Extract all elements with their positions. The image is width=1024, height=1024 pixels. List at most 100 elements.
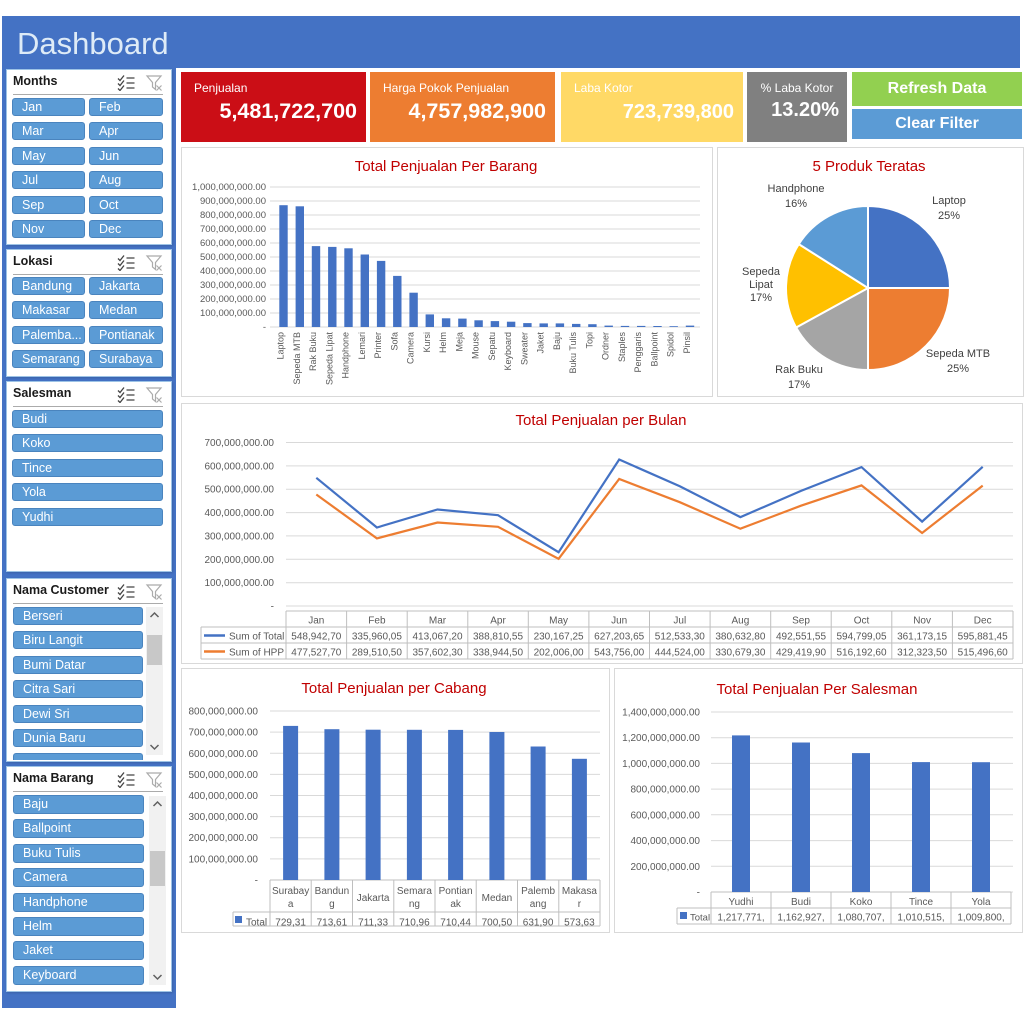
svg-text:Feb: Feb: [368, 616, 386, 627]
svg-text:1,200,000,000.00: 1,200,000,000.00: [622, 733, 700, 744]
svg-text:Sweater: Sweater: [519, 332, 529, 365]
svg-text:1,400,000,000.00: 1,400,000,000.00: [622, 708, 700, 719]
svg-text:17%: 17%: [750, 292, 772, 304]
svg-text:573,63: 573,63: [564, 918, 595, 929]
svg-text:Sepeda Lipat: Sepeda Lipat: [324, 332, 334, 386]
svg-text:Handphone: Handphone: [768, 183, 825, 195]
svg-text:1,162,927,: 1,162,927,: [777, 913, 824, 924]
svg-text:Pinsil: Pinsil: [682, 332, 692, 354]
svg-text:Medan: Medan: [482, 893, 513, 904]
svg-text:300,000,000.00: 300,000,000.00: [200, 280, 266, 291]
svg-text:Laptop: Laptop: [276, 332, 286, 360]
svg-text:Sofa: Sofa: [389, 332, 399, 351]
svg-text:300,000,000.00: 300,000,000.00: [188, 812, 258, 823]
svg-text:Total Penjualan Per Salesman: Total Penjualan Per Salesman: [717, 681, 918, 698]
svg-text:Sepatu: Sepatu: [487, 332, 497, 361]
svg-text:r: r: [578, 899, 582, 910]
svg-text:Tince: Tince: [909, 897, 934, 908]
svg-text:516,192,60: 516,192,60: [836, 648, 886, 659]
svg-text:17%: 17%: [788, 379, 810, 391]
svg-text:200,000,000.00: 200,000,000.00: [188, 833, 258, 844]
svg-text:289,510,50: 289,510,50: [352, 648, 402, 659]
svg-text:594,799,05: 594,799,05: [836, 632, 886, 643]
svg-text:g: g: [329, 899, 335, 910]
svg-text:900,000,000.00: 900,000,000.00: [200, 196, 266, 207]
svg-text:Topi: Topi: [584, 332, 594, 349]
svg-text:Spidol: Spidol: [666, 332, 676, 357]
svg-text:710,44: 710,44: [440, 918, 471, 929]
svg-text:312,323,50: 312,323,50: [897, 648, 947, 659]
svg-text:100,000,000.00: 100,000,000.00: [204, 578, 274, 589]
svg-text:Dec: Dec: [974, 616, 992, 627]
svg-text:200,000,000.00: 200,000,000.00: [204, 555, 274, 566]
svg-text:100,000,000.00: 100,000,000.00: [200, 308, 266, 319]
svg-text:357,602,30: 357,602,30: [412, 648, 462, 659]
svg-text:Jan: Jan: [308, 616, 324, 627]
svg-text:ng: ng: [409, 899, 420, 910]
svg-text:May: May: [549, 616, 568, 627]
svg-text:631,90: 631,90: [523, 918, 554, 929]
svg-text:-: -: [255, 876, 258, 887]
svg-text:Surabay: Surabay: [272, 886, 309, 897]
svg-text:595,881,45: 595,881,45: [958, 632, 1008, 643]
svg-text:Sepeda MTB: Sepeda MTB: [926, 348, 990, 360]
svg-text:Mar: Mar: [429, 616, 447, 627]
svg-text:700,000,000.00: 700,000,000.00: [188, 728, 258, 739]
svg-text:-: -: [263, 322, 266, 333]
svg-text:Makasa: Makasa: [562, 886, 597, 897]
svg-text:Oct: Oct: [854, 616, 870, 627]
svg-text:25%: 25%: [938, 210, 960, 222]
svg-text:400,000,000.00: 400,000,000.00: [204, 508, 274, 519]
svg-text:512,533,30: 512,533,30: [655, 632, 705, 643]
svg-text:Rak Buku: Rak Buku: [775, 364, 823, 376]
svg-text:5 Produk Teratas: 5 Produk Teratas: [812, 158, 925, 175]
svg-text:Ballpoint: Ballpoint: [650, 332, 660, 367]
svg-text:600,000,000.00: 600,000,000.00: [630, 810, 700, 821]
svg-text:Total: Total: [246, 918, 267, 929]
svg-text:Laptop: Laptop: [932, 195, 966, 207]
svg-text:338,944,50: 338,944,50: [473, 648, 523, 659]
svg-text:200,000,000.00: 200,000,000.00: [200, 294, 266, 305]
svg-text:Helm: Helm: [438, 332, 448, 353]
svg-text:Semara: Semara: [397, 886, 432, 897]
svg-text:Printer: Printer: [373, 332, 383, 359]
svg-text:Sep: Sep: [792, 616, 810, 627]
svg-text:230,167,25: 230,167,25: [534, 632, 584, 643]
svg-text:710,96: 710,96: [399, 918, 430, 929]
svg-text:477,527,70: 477,527,70: [291, 648, 341, 659]
svg-text:800,000,000.00: 800,000,000.00: [200, 210, 266, 221]
svg-text:Koko: Koko: [850, 897, 873, 908]
svg-text:Penggaris: Penggaris: [633, 332, 643, 373]
svg-text:Baju: Baju: [552, 332, 562, 350]
svg-text:25%: 25%: [947, 363, 969, 375]
svg-text:Yudhi: Yudhi: [728, 897, 753, 908]
svg-text:-: -: [271, 602, 274, 613]
svg-text:713,61: 713,61: [317, 918, 348, 929]
svg-text:444,524,00: 444,524,00: [655, 648, 705, 659]
svg-text:1,010,515,: 1,010,515,: [897, 913, 944, 924]
svg-text:729,31: 729,31: [275, 918, 306, 929]
svg-text:Nov: Nov: [913, 616, 931, 627]
svg-text:Sepeda MTB: Sepeda MTB: [292, 332, 302, 385]
svg-text:500,000,000.00: 500,000,000.00: [200, 252, 266, 263]
svg-text:Jakarta: Jakarta: [357, 893, 390, 904]
svg-text:600,000,000.00: 600,000,000.00: [200, 238, 266, 249]
svg-text:Meja: Meja: [454, 332, 464, 352]
svg-text:330,679,30: 330,679,30: [715, 648, 765, 659]
svg-text:400,000,000.00: 400,000,000.00: [200, 266, 266, 277]
svg-text:800,000,000.00: 800,000,000.00: [630, 785, 700, 796]
svg-text:-: -: [697, 888, 700, 899]
svg-text:200,000,000.00: 200,000,000.00: [630, 862, 700, 873]
svg-text:300,000,000.00: 300,000,000.00: [204, 531, 274, 542]
svg-text:800,000,000.00: 800,000,000.00: [188, 707, 258, 718]
svg-text:1,080,707,: 1,080,707,: [837, 913, 884, 924]
svg-text:Lemari: Lemari: [357, 332, 367, 360]
svg-text:Kursi: Kursi: [422, 332, 432, 353]
svg-text:Staples: Staples: [617, 332, 627, 363]
svg-text:548,942,70: 548,942,70: [291, 632, 341, 643]
svg-text:Total Penjualan per Cabang: Total Penjualan per Cabang: [301, 680, 486, 697]
svg-text:Palemb: Palemb: [521, 886, 555, 897]
svg-text:1,009,800,: 1,009,800,: [957, 913, 1004, 924]
svg-text:ak: ak: [450, 899, 462, 910]
svg-text:Bandun: Bandun: [315, 886, 349, 897]
